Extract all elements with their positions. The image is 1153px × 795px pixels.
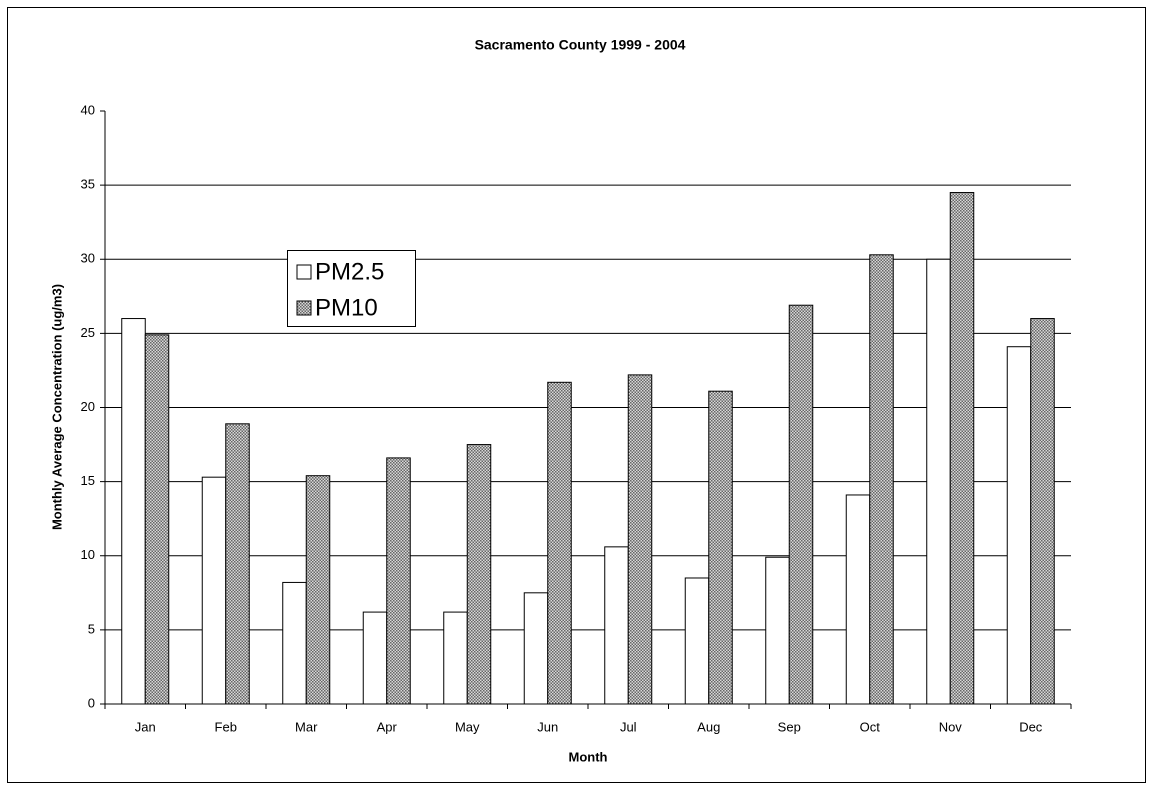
- x-tick-label: Aug: [697, 719, 720, 734]
- y-tick-label: 35: [81, 177, 95, 192]
- x-tick-label: Apr: [377, 719, 398, 734]
- bar: [443, 611, 468, 705]
- y-tick-label: 40: [81, 102, 95, 117]
- bar: [282, 581, 307, 705]
- bar: [708, 390, 733, 705]
- chart-border: [7, 7, 1146, 783]
- x-tick-label: Jul: [620, 719, 637, 734]
- bar: [121, 318, 146, 705]
- y-tick-label: 20: [81, 399, 95, 414]
- x-tick-label: Sep: [778, 719, 801, 734]
- bar: [869, 254, 894, 705]
- y-tick-label: 10: [81, 547, 95, 562]
- x-tick-label: Oct: [860, 719, 881, 734]
- bar: [523, 592, 549, 705]
- legend-label: PM10: [315, 294, 378, 321]
- legend-swatch: [296, 300, 312, 316]
- bar: [949, 192, 975, 705]
- bar: [201, 476, 227, 705]
- legend-swatch: [296, 264, 312, 280]
- bar: [386, 457, 411, 705]
- y-tick-label: 5: [88, 621, 95, 636]
- x-tick-label: Jun: [537, 719, 558, 734]
- x-tick-label: Nov: [939, 719, 963, 734]
- y-tick-label: 15: [81, 473, 95, 488]
- x-tick-label: Dec: [1019, 719, 1043, 734]
- y-tick-label: 25: [81, 325, 95, 340]
- bar: [305, 475, 331, 705]
- y-axis-label: Monthly Average Concentration (ug/m3): [49, 284, 64, 530]
- x-tick-label: Mar: [295, 719, 318, 734]
- legend-label: PM2.5: [315, 258, 384, 285]
- x-tick-label: Feb: [215, 719, 237, 734]
- bar: [627, 374, 653, 705]
- x-tick-label: Jan: [135, 719, 156, 734]
- bar: [362, 611, 388, 705]
- bar: [765, 556, 790, 705]
- bar: [144, 334, 170, 705]
- x-axis-label: Month: [569, 749, 608, 764]
- bar: [684, 577, 710, 705]
- bar: [845, 494, 871, 705]
- bar: [926, 258, 951, 705]
- bar: [466, 444, 492, 705]
- bar: [788, 304, 814, 705]
- chart-title: Sacramento County 1999 - 2004: [475, 37, 686, 53]
- bar: [1030, 318, 1055, 705]
- y-tick-label: 0: [88, 695, 95, 710]
- y-tick-label: 30: [81, 251, 95, 266]
- bar: [225, 423, 250, 705]
- bar: [547, 381, 572, 705]
- bar: [604, 546, 629, 705]
- x-tick-label: May: [455, 719, 480, 734]
- bar: [1006, 346, 1032, 705]
